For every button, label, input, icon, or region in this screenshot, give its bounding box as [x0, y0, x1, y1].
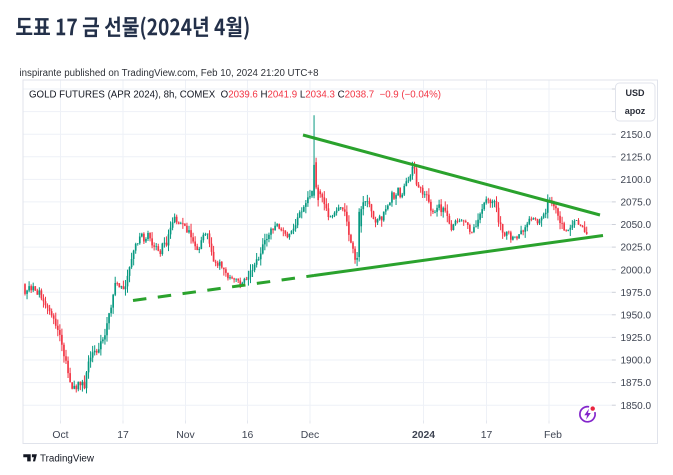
svg-text:17: 17 — [481, 430, 493, 441]
svg-text:2100.0: 2100.0 — [621, 175, 652, 186]
svg-text:Nov: Nov — [176, 430, 195, 441]
svg-text:2150.0: 2150.0 — [621, 130, 652, 141]
svg-text:Feb: Feb — [544, 430, 562, 441]
svg-text:1975.0: 1975.0 — [621, 288, 652, 299]
svg-text:2125.0: 2125.0 — [621, 152, 652, 163]
svg-text:1875.0: 1875.0 — [621, 378, 652, 389]
svg-text:TradingView: TradingView — [40, 453, 95, 464]
svg-text:USD: USD — [625, 88, 645, 98]
svg-text:2050.0: 2050.0 — [621, 220, 652, 231]
svg-text:GOLD FUTURES (APR 2024), 8h, C: GOLD FUTURES (APR 2024), 8h, COMEX O2039… — [29, 89, 441, 100]
svg-text:Dec: Dec — [301, 430, 319, 441]
svg-text:2000.0: 2000.0 — [621, 265, 652, 276]
svg-text:inspirante published on Tradin: inspirante published on TradingView.com,… — [20, 68, 319, 79]
svg-text:2025.0: 2025.0 — [621, 243, 652, 254]
svg-text:1850.0: 1850.0 — [621, 401, 652, 412]
svg-text:2075.0: 2075.0 — [621, 198, 652, 209]
svg-text:1900.0: 1900.0 — [621, 356, 652, 367]
svg-text:2024: 2024 — [412, 430, 435, 441]
svg-text:1925.0: 1925.0 — [621, 333, 652, 344]
svg-text:1950.0: 1950.0 — [621, 310, 652, 321]
svg-text:16: 16 — [242, 430, 254, 441]
svg-text:apoz: apoz — [625, 106, 646, 116]
svg-text:17: 17 — [117, 430, 129, 441]
svg-text:Oct: Oct — [52, 430, 68, 441]
